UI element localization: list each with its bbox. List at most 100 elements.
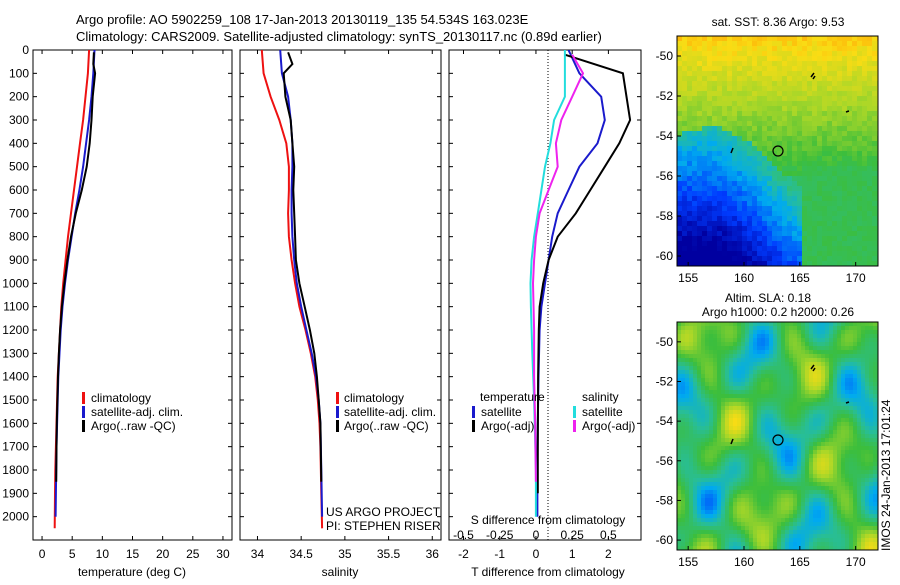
heatmap-cell [837, 206, 842, 211]
heatmap-cell [732, 151, 737, 156]
heatmap-cell [762, 91, 767, 96]
heatmap-cell [832, 231, 837, 236]
heatmap-cell [745, 494, 749, 498]
heatmap-cell [861, 342, 865, 346]
heatmap-cell [685, 398, 689, 402]
heatmap-cell [817, 530, 821, 534]
heatmap-cell [817, 386, 821, 390]
heatmap-cell [737, 251, 742, 256]
heatmap-cell [737, 526, 741, 530]
heatmap-cell [769, 358, 773, 362]
heatmap-cell [782, 106, 787, 111]
heatmap-cell [689, 382, 693, 386]
heatmap-cell [837, 374, 841, 378]
heatmap-cell [777, 101, 782, 106]
heatmap-cell [813, 514, 817, 518]
heatmap-cell [813, 322, 817, 326]
heatmap-cell [707, 161, 712, 166]
heatmap-cell [769, 378, 773, 382]
heatmap-cell [693, 510, 697, 514]
heatmap-cell [817, 241, 822, 246]
heatmap-cell [817, 141, 822, 146]
heatmap-cell [727, 206, 732, 211]
heatmap-cell [777, 96, 782, 101]
heatmap-cell [722, 181, 727, 186]
heatmap-cell [812, 221, 817, 226]
heatmap-cell [753, 454, 757, 458]
heatmap-cell [717, 514, 721, 518]
heatmap-cell [841, 370, 845, 374]
heatmap-cell [812, 251, 817, 256]
heatmap-cell [747, 116, 752, 121]
heatmap-cell [865, 470, 869, 474]
heatmap-cell [721, 370, 725, 374]
heatmap-cell [692, 176, 697, 181]
heatmap-cell [781, 398, 785, 402]
heatmap-cell [845, 338, 849, 342]
heatmap-cell [745, 346, 749, 350]
heatmap-cell [777, 478, 781, 482]
heatmap-cell [733, 378, 737, 382]
heatmap-cell [797, 151, 802, 156]
heatmap-cell [849, 422, 853, 426]
heatmap-cell [741, 334, 745, 338]
heatmap-cell [677, 350, 681, 354]
heatmap-cell [717, 216, 722, 221]
heatmap-cell [733, 442, 737, 446]
heatmap-cell [813, 422, 817, 426]
heatmap-cell [867, 116, 872, 121]
sst-heatmap-cells [677, 36, 878, 266]
heatmap-cell [713, 498, 717, 502]
heatmap-cell [817, 111, 822, 116]
heatmap-cell [792, 146, 797, 151]
heatmap-cell [812, 151, 817, 156]
heatmap-cell [745, 450, 749, 454]
heatmap-cell [777, 121, 782, 126]
heatmap-cell [681, 526, 685, 530]
heatmap-cell [753, 338, 757, 342]
heatmap-cell [769, 442, 773, 446]
heatmap-cell [801, 434, 805, 438]
heatmap-cell [721, 418, 725, 422]
heatmap-cell [842, 161, 847, 166]
heatmap-cell [861, 478, 865, 482]
heatmap-cell [873, 466, 877, 470]
heatmap-cell [781, 342, 785, 346]
heatmap-cell [737, 490, 741, 494]
legend-label-s-argo: Argo(-adj) [582, 419, 635, 433]
heatmap-cell [717, 326, 721, 330]
heatmap-cell [801, 454, 805, 458]
heatmap-cell [712, 91, 717, 96]
heatmap-cell [825, 382, 829, 386]
heatmap-cell [853, 530, 857, 534]
heatmap-cell [827, 36, 832, 41]
heatmap-cell [785, 490, 789, 494]
heatmap-cell [837, 251, 842, 256]
salinity-xlabel: salinity [322, 565, 359, 579]
heatmap-cell [697, 66, 702, 71]
heatmap-cell [753, 530, 757, 534]
heatmap-cell [727, 161, 732, 166]
difference-axes-frame [449, 50, 641, 540]
heatmap-cell [687, 251, 692, 256]
heatmap-cell [765, 378, 769, 382]
heatmap-cell [722, 206, 727, 211]
heatmap-cell [862, 131, 867, 136]
heatmap-cell [852, 56, 857, 61]
heatmap-cell [677, 161, 682, 166]
heatmap-cell [769, 526, 773, 530]
heatmap-cell [805, 342, 809, 346]
heatmap-cell [689, 510, 693, 514]
heatmap-cell [807, 166, 812, 171]
heatmap-cell [862, 191, 867, 196]
heatmap-cell [725, 382, 729, 386]
heatmap-cell [817, 151, 822, 156]
heatmap-cell [761, 446, 765, 450]
heatmap-cell [821, 450, 825, 454]
heatmap-cell [765, 326, 769, 330]
heatmap-cell [809, 330, 813, 334]
heatmap-cell [689, 542, 693, 546]
heatmap-cell [852, 141, 857, 146]
heatmap-cell [853, 346, 857, 350]
